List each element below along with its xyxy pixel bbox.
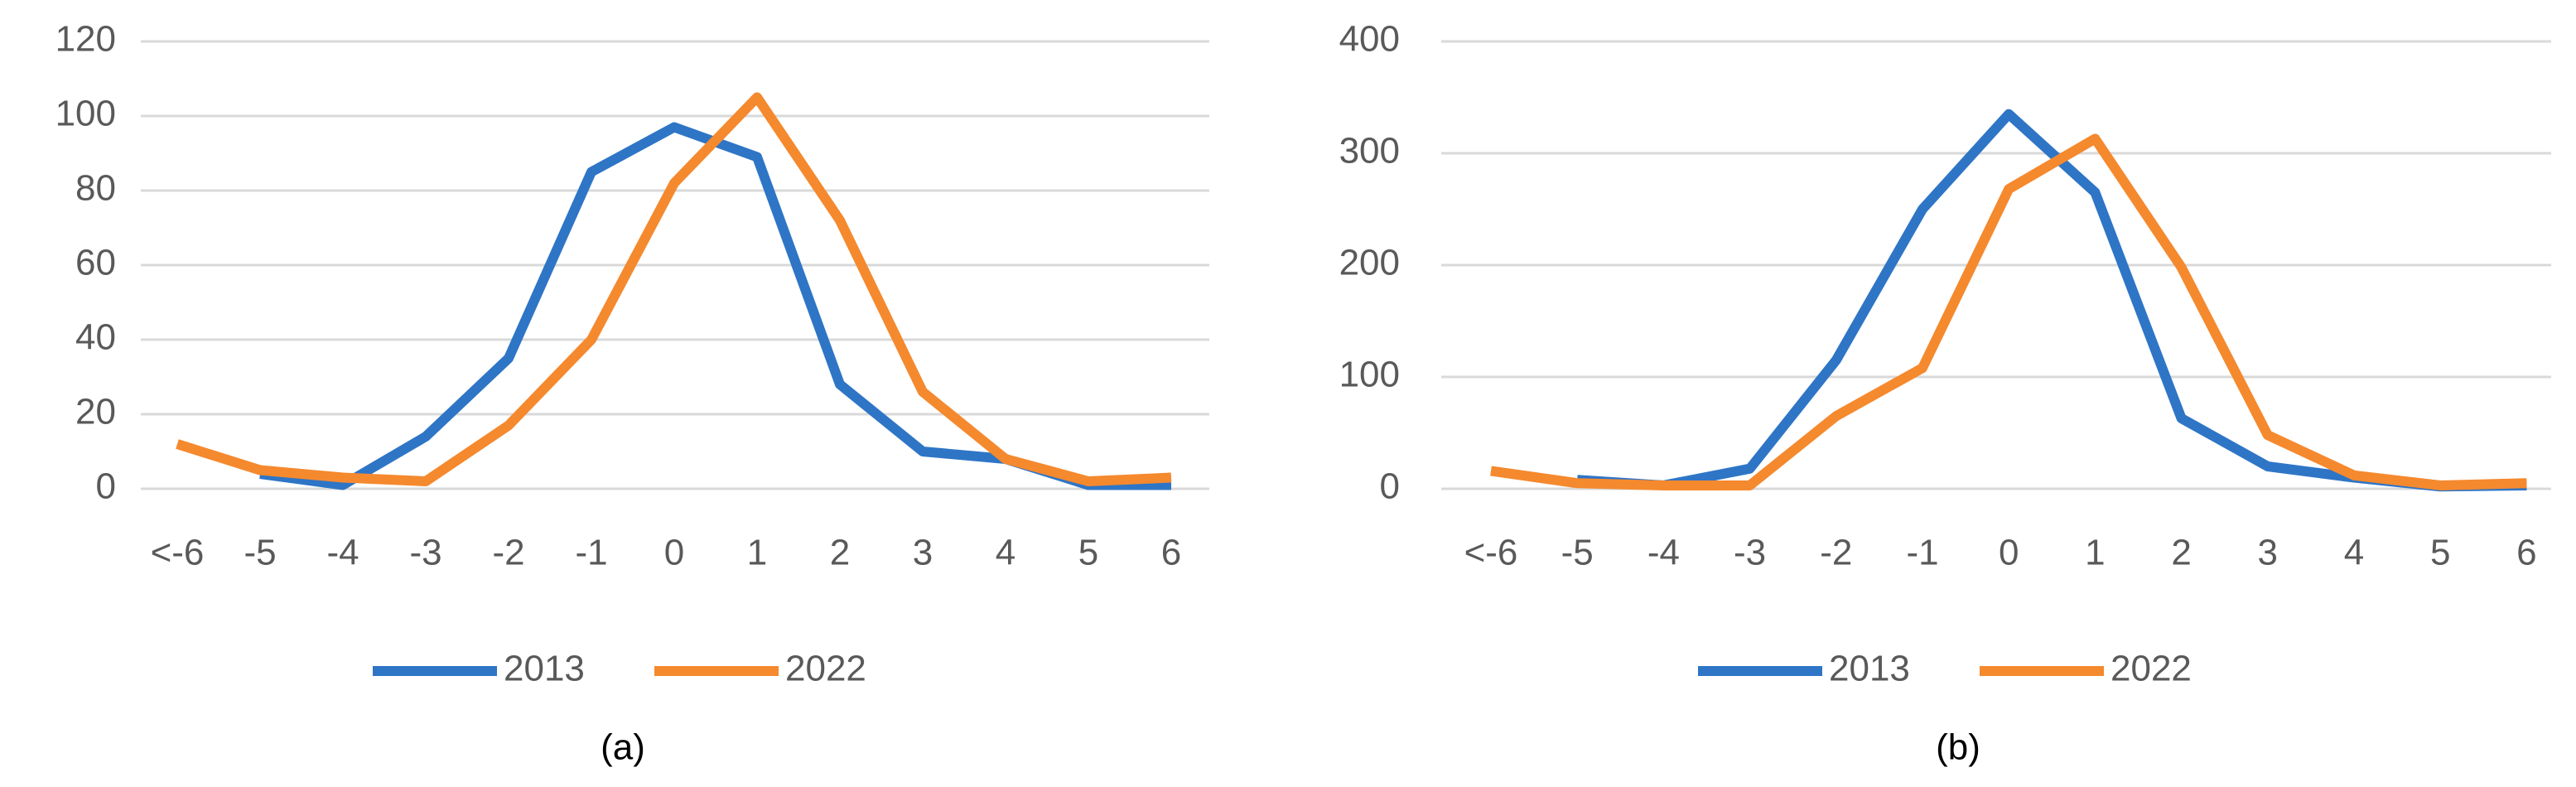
x-tick-label: -2	[1820, 533, 1852, 573]
line-series	[1576, 109, 2527, 492]
x-tick-label: -4	[326, 533, 359, 573]
y-tick-label: 0	[96, 466, 116, 507]
x-tick-label: 2	[2171, 533, 2191, 573]
x-tick-label: <-6	[151, 533, 205, 573]
x-tick-label: 4	[2344, 533, 2364, 573]
x-tick-label: -1	[575, 533, 607, 573]
line-series	[176, 92, 1172, 486]
y-tick-label: 300	[1339, 131, 1400, 171]
legend-label: 2022	[2110, 649, 2192, 689]
chart-caption: (a)	[601, 727, 645, 768]
x-tick-label: 0	[1999, 533, 2019, 573]
x-tick-label: 0	[664, 533, 684, 573]
y-tick-label: 40	[75, 317, 116, 358]
x-tick-label: -1	[1906, 533, 1938, 573]
x-tick-label: <-6	[1464, 533, 1518, 573]
line-series	[259, 122, 1171, 490]
y-tick-label: 80	[75, 168, 116, 209]
y-tick-label: 400	[1339, 19, 1400, 60]
x-tick-label: -4	[1647, 533, 1680, 573]
x-tick-label: -3	[409, 533, 441, 573]
y-tick-label: 120	[55, 19, 116, 60]
y-tick-label: 20	[75, 392, 116, 432]
x-tick-label: 4	[996, 533, 1015, 573]
x-tick-label: 5	[2430, 533, 2450, 573]
y-tick-label: 200	[1339, 243, 1400, 283]
x-tick-label: 2	[830, 533, 850, 573]
x-tick-label: 3	[2258, 533, 2278, 573]
x-tick-label: 1	[747, 533, 767, 573]
line-series	[1490, 133, 2527, 490]
y-tick-label: 100	[1339, 355, 1400, 395]
y-tick-label: 100	[55, 94, 116, 134]
legend-label: 2013	[504, 649, 585, 689]
y-tick-label: 0	[1380, 466, 1400, 507]
x-tick-label: 5	[1078, 533, 1098, 573]
x-tick-label: 6	[1161, 533, 1181, 573]
chart-caption: (b)	[1936, 727, 1980, 768]
y-tick-label: 60	[75, 243, 116, 283]
x-tick-label: 3	[913, 533, 933, 573]
x-tick-label: -5	[1561, 533, 1594, 573]
x-tick-label: 6	[2516, 533, 2536, 573]
x-tick-label: -5	[244, 533, 276, 573]
x-tick-label: -3	[1734, 533, 1766, 573]
legend-label: 2022	[785, 649, 866, 689]
x-tick-label: 1	[2085, 533, 2105, 573]
legend-label: 2013	[1829, 649, 1910, 689]
x-tick-label: -2	[492, 533, 524, 573]
